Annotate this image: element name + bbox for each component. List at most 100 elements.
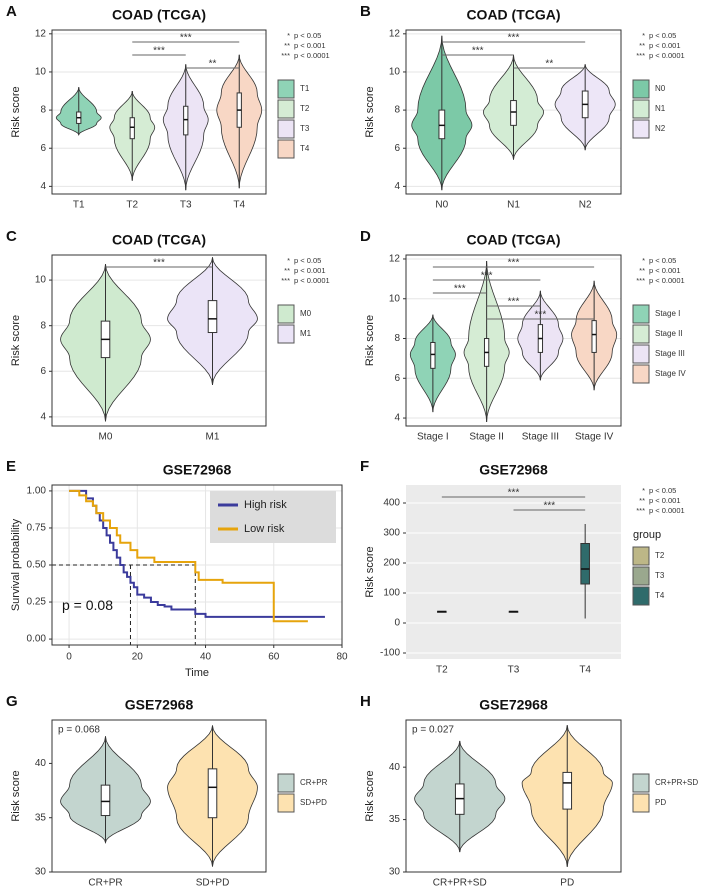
legend-label: T4 [655, 591, 665, 600]
x-tick-label: Stage III [522, 432, 559, 443]
y-tick-label: 12 [35, 28, 47, 39]
p-legend-text: p < 0.05 [649, 31, 676, 40]
x-tick-label: T2 [436, 665, 448, 676]
p-value: p = 0.027 [412, 725, 454, 736]
legend-swatch [632, 793, 650, 813]
p-legend-stars: * [642, 31, 645, 40]
y-tick-label: 1.00 [27, 486, 47, 497]
p-legend-stars: *** [636, 276, 645, 285]
x-tick-label: 80 [336, 652, 348, 663]
p-legend-text: p < 0.0001 [294, 276, 330, 285]
y-tick-label: 6 [40, 143, 46, 154]
y-tick-label: 40 [35, 758, 47, 769]
significance-label: *** [180, 33, 192, 44]
p-legend-text: p < 0.0001 [649, 51, 685, 60]
p-legend-stars: ** [639, 496, 645, 505]
y-tick-label: 8 [40, 105, 46, 116]
y-tick-label: 10 [35, 67, 47, 78]
panel-label: E [6, 458, 16, 475]
p-legend-text: p < 0.0001 [294, 51, 330, 60]
x-tick-label: CR+PR [88, 878, 122, 889]
panel-label: A [6, 3, 17, 20]
box [438, 109, 446, 140]
legend-swatch [632, 364, 650, 384]
box [207, 300, 218, 334]
p-legend-text: p < 0.05 [649, 486, 676, 495]
p-legend-text: p < 0.0001 [649, 276, 685, 285]
legend-label: T1 [300, 84, 310, 93]
p-legend-stars: * [642, 486, 645, 495]
y-tick-label: 6 [394, 143, 400, 154]
legend-label: T2 [300, 104, 310, 113]
y-tick-label: 10 [35, 275, 47, 286]
p-legend-stars: *** [281, 51, 290, 60]
legend-label: T3 [655, 571, 665, 580]
significance-label: *** [472, 46, 484, 57]
frame [405, 719, 622, 873]
legend-label: SD+PD [300, 798, 327, 807]
significance-label: *** [454, 284, 466, 295]
p-legend-text: p < 0.001 [294, 41, 326, 50]
legend-label: M0 [300, 309, 312, 318]
p-legend-text: p < 0.05 [294, 256, 321, 265]
x-tick-label: Stage IV [575, 432, 614, 443]
box [129, 117, 135, 140]
box [100, 784, 111, 817]
survival-curve [69, 489, 308, 623]
y-tick-label: 4 [40, 412, 46, 423]
box [562, 771, 573, 810]
x-tick-label: T2 [126, 200, 138, 211]
chart-title: GSE72968 [125, 697, 194, 713]
legend-label: High risk [244, 499, 287, 511]
y-tick-label: 10 [389, 293, 401, 304]
chart-title: COAD (TCGA) [112, 7, 206, 23]
significance-label: *** [543, 501, 555, 512]
x-tick-label: SD+PD [196, 878, 230, 889]
y-tick-label: 100 [383, 588, 400, 599]
significance-label: ** [209, 59, 217, 70]
significance-label: *** [508, 33, 520, 44]
significance-label: *** [481, 271, 493, 282]
x-tick-label: T4 [233, 200, 245, 211]
legend-label: T2 [655, 551, 665, 560]
legend-swatch [277, 79, 295, 99]
y-axis-label: Survival probability [10, 518, 22, 611]
y-tick-label: 30 [389, 867, 401, 878]
x-tick-label: Stage II [469, 432, 503, 443]
chart-title: GSE72968 [163, 462, 232, 478]
p-legend-text: p < 0.001 [294, 266, 326, 275]
y-tick-label: 0 [394, 618, 400, 629]
y-tick-label: 8 [394, 105, 400, 116]
chart-title: COAD (TCGA) [466, 232, 560, 248]
legend-swatch [632, 566, 650, 586]
box [430, 341, 436, 369]
box [207, 768, 218, 819]
x-tick-label: T3 [180, 200, 192, 211]
frame [51, 484, 343, 646]
frame [405, 29, 622, 195]
legend-swatch [277, 324, 295, 344]
x-tick-label: T3 [508, 665, 520, 676]
legend-label: M1 [300, 329, 312, 338]
legend-swatch [632, 324, 650, 344]
frame [51, 719, 267, 873]
y-tick-label: 8 [40, 320, 46, 331]
y-tick-label: 0.50 [27, 560, 47, 571]
legend-label: N2 [655, 124, 666, 133]
x-axis-label: Time [185, 667, 209, 679]
y-tick-label: 400 [383, 498, 400, 509]
box [510, 100, 517, 126]
box [183, 105, 189, 136]
y-axis-label: Risk score [10, 770, 22, 821]
p-legend-stars: *** [636, 51, 645, 60]
p-value: p = 0.068 [58, 725, 100, 736]
legend-label: PD [655, 798, 666, 807]
y-tick-label: 12 [389, 254, 401, 265]
legend-swatch [632, 79, 650, 99]
y-tick-label: 10 [389, 67, 401, 78]
y-tick-label: 4 [40, 181, 46, 192]
p-value: p = 0.08 [62, 597, 113, 613]
frame [405, 254, 622, 427]
chart-title: COAD (TCGA) [466, 7, 560, 23]
